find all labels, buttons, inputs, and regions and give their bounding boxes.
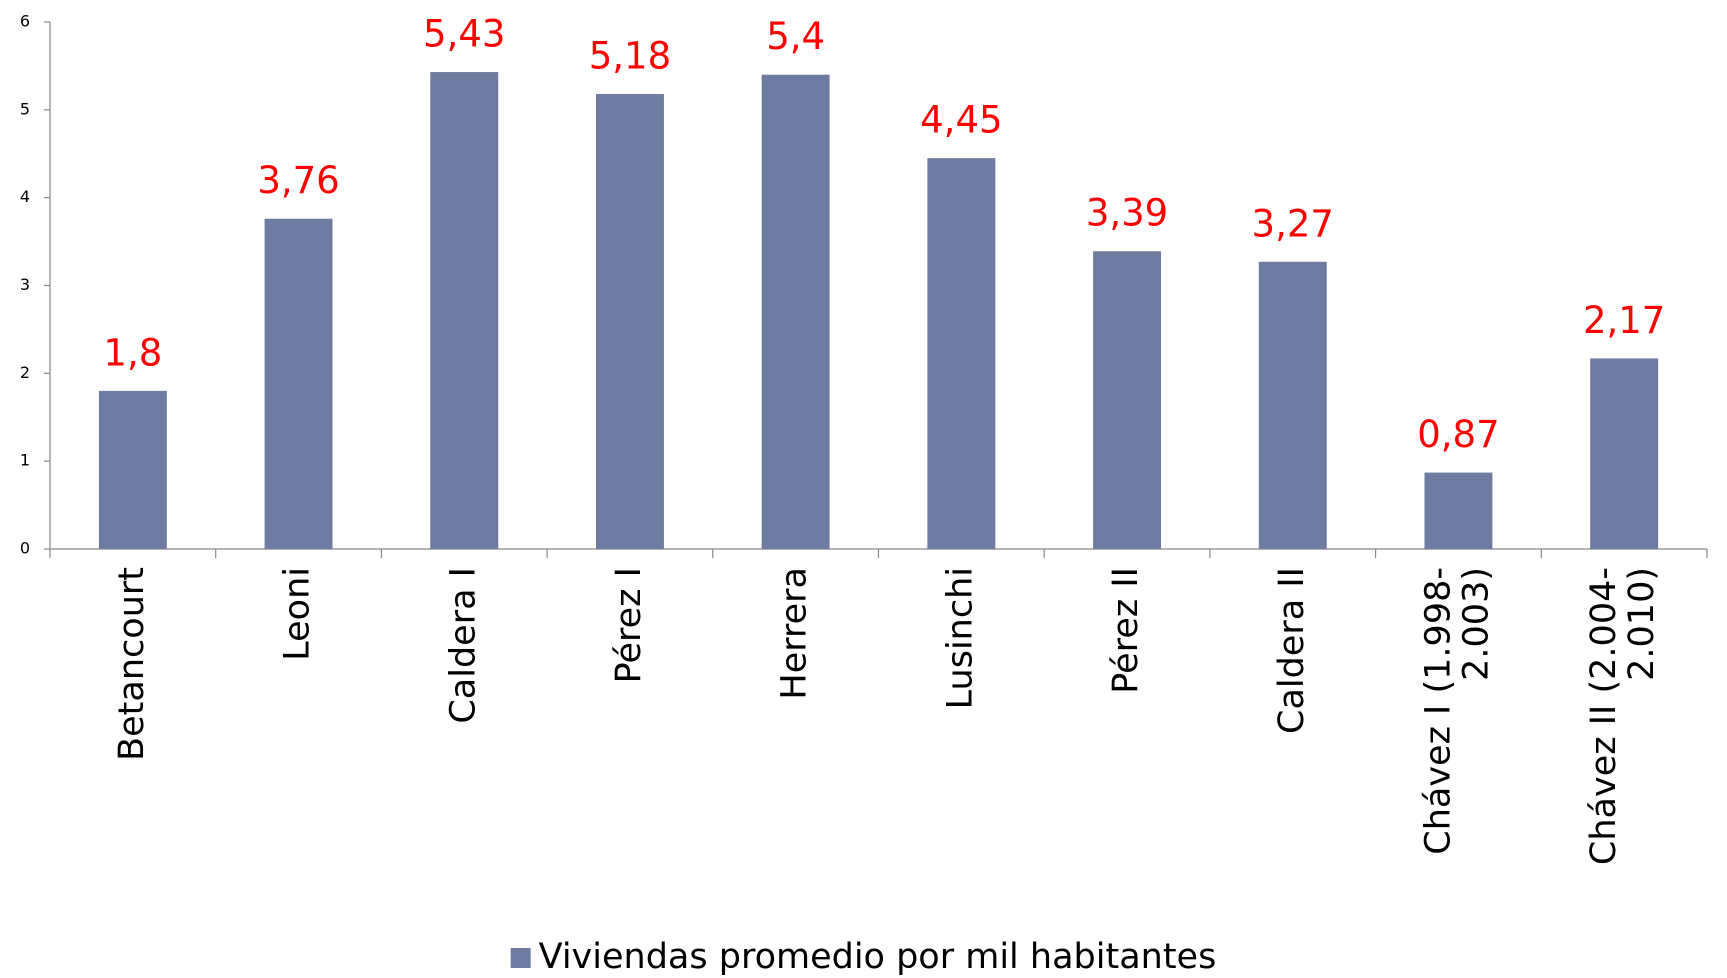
bar	[264, 218, 333, 549]
legend-swatch	[510, 948, 531, 968]
value-label: 3,76	[257, 159, 339, 202]
y-tick-label: 1	[20, 451, 30, 470]
legend-label: Viviendas promedio por mil habitantes	[539, 937, 1217, 977]
y-tick-label: 3	[20, 275, 30, 294]
value-label: 1,8	[103, 331, 162, 374]
bar	[1258, 261, 1327, 549]
x-tick-label: Leoni	[278, 567, 318, 661]
value-label: 0,87	[1417, 413, 1499, 456]
x-tick-label: Caldera I	[443, 567, 483, 724]
y-tick-label: 5	[20, 99, 30, 118]
y-tick-label: 2	[20, 363, 30, 382]
value-label: 2,17	[1583, 299, 1665, 342]
bar	[1093, 251, 1162, 549]
bar	[430, 72, 499, 549]
y-tick-label: 6	[20, 12, 30, 31]
value-label: 5,18	[589, 35, 671, 78]
bar	[595, 94, 664, 550]
value-label: 4,45	[920, 99, 1002, 142]
y-tick-label: 0	[20, 539, 30, 558]
value-label: 5,43	[423, 13, 505, 56]
x-tick-label: Betancourt	[112, 567, 152, 761]
x-tick-label: Lusinchi	[940, 567, 980, 709]
y-tick-label: 4	[20, 187, 30, 206]
bar	[927, 158, 996, 549]
x-tick-label: Chávez II (2.004-2.010)	[1584, 567, 1662, 865]
x-tick-label: Chávez I (1.998-2.003)	[1418, 567, 1496, 855]
value-label: 5,4	[766, 15, 825, 58]
x-tick-label: Pérez II	[1106, 567, 1146, 694]
bar	[1590, 358, 1659, 549]
bar	[761, 74, 830, 549]
value-label: 3,39	[1086, 192, 1168, 235]
x-tick-label: Caldera II	[1272, 567, 1312, 734]
x-tick-label: Herrera	[775, 567, 815, 700]
x-tick-label: Pérez I	[609, 567, 649, 683]
bar	[98, 390, 167, 549]
value-label: 3,27	[1252, 202, 1334, 245]
bar	[1424, 472, 1493, 549]
